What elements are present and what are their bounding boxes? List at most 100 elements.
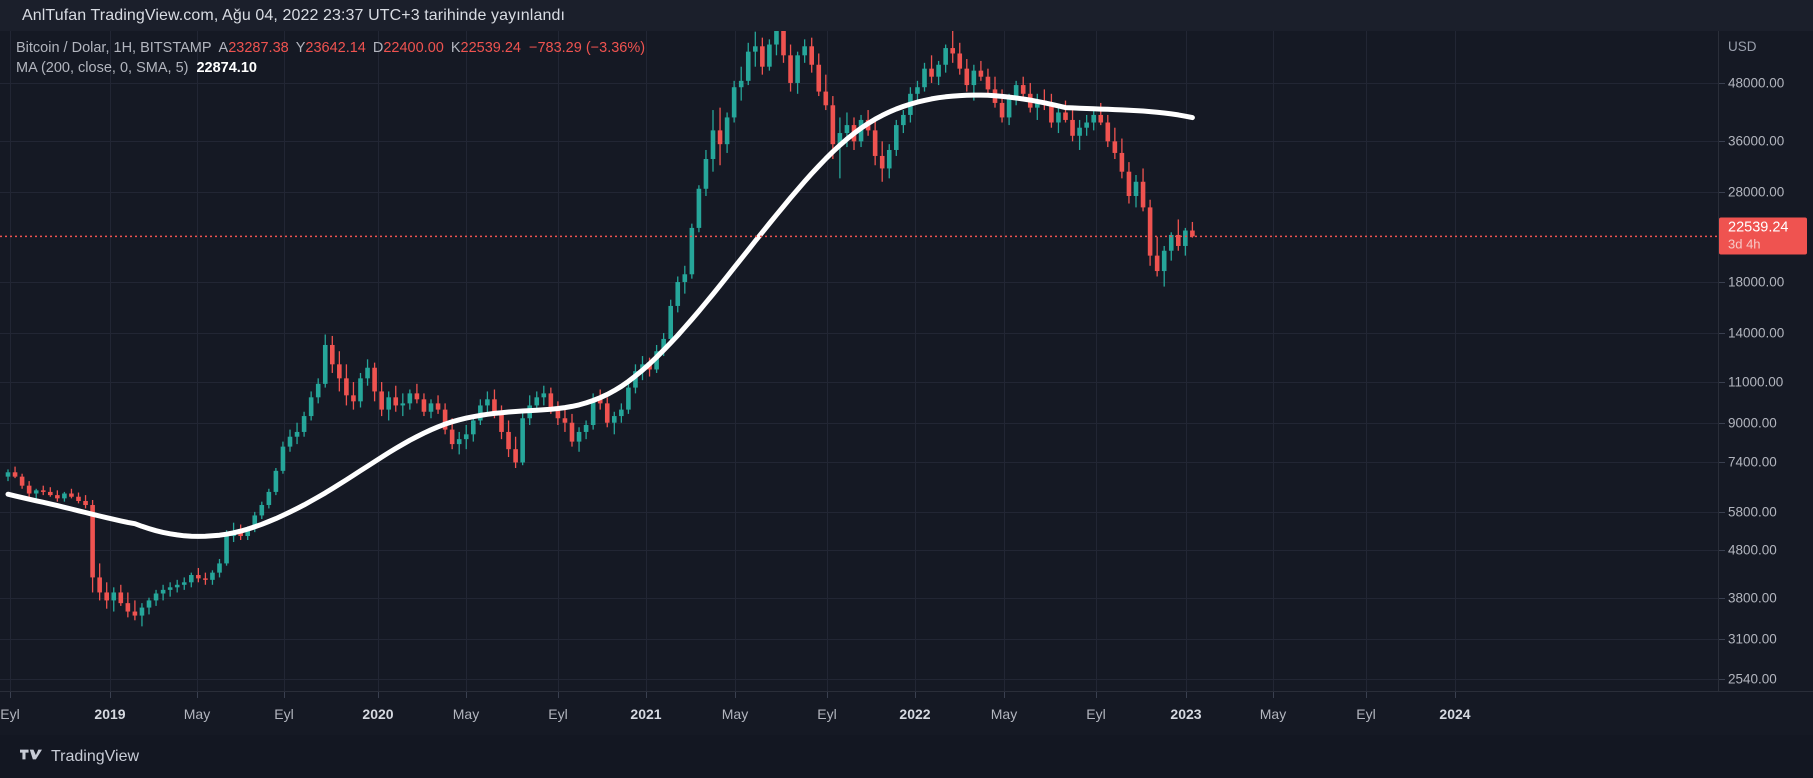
time-tickmark [1096,692,1097,698]
candle-body [449,429,455,445]
candle-body [1006,98,1012,118]
time-tick-label: Eyl [817,706,837,722]
candle-body [1140,181,1146,208]
candle-body [189,575,194,583]
price-tick-label: 3800.00 [1728,590,1777,606]
candle-body [1119,152,1125,172]
price-tick-label: 28000.00 [1728,184,1785,200]
candle-body [1176,234,1181,246]
price-tickmark [1719,83,1725,84]
candle-body [210,572,215,580]
candle-body [344,378,349,396]
candle-body [118,592,124,604]
candle-body [569,422,575,442]
candle-body [5,472,11,477]
candle-body [675,282,681,306]
candle-body [146,600,152,608]
candle-body [224,536,229,564]
candle-body [985,76,991,90]
gridline-horizontal [0,382,1718,383]
time-tickmark [378,692,379,698]
chart-plot-area[interactable] [0,31,1718,691]
candle-body [301,416,307,432]
price-tick-label: 9000.00 [1728,415,1777,431]
chart-frame[interactable]: Bitcoin / Dolar, 1H, BITSTAMP A 23287.38 … [0,31,1813,691]
price-tickmark [1719,282,1725,283]
candle-body [604,403,610,423]
candle-body [978,70,984,77]
candle-body [386,397,391,410]
candle-body [1112,141,1118,153]
price-tickmark [1719,382,1725,383]
candle-body [125,603,131,612]
candle-body [936,64,941,77]
price-tickmark [1719,141,1725,142]
candle-body [583,424,589,432]
candle-body [738,80,744,88]
legend-ma-label: MA (200, close, 0, SMA, 5) [16,60,189,76]
candle-body [1084,122,1089,128]
price-tickmark [1719,639,1725,640]
time-tickmark [646,692,647,698]
candle-body [238,532,243,537]
price-tickmark [1719,192,1725,193]
price-tick-label: 11000.00 [1728,374,1784,390]
candle-body [181,582,187,585]
current-price-tag[interactable]: 22539.24 3d 4h [1719,217,1807,255]
candle-body [245,528,250,537]
candle-body [774,31,779,45]
price-axis[interactable]: USD 48000.00 36000.00 28000.00 18000.00 1400… [1718,31,1813,691]
candle-body [104,592,109,601]
time-tick-label: 2020 [362,706,394,722]
time-tick-label: May [990,706,1018,722]
candle-body [492,399,497,414]
candle-body [55,495,60,499]
candle-body [1098,114,1104,123]
price-tickmark [1719,423,1725,424]
candle-body [844,125,850,134]
gridline-vertical [1096,31,1097,691]
candle-body [62,493,67,499]
candle-body [950,48,955,54]
candle-body [139,607,145,616]
price-tick-label: 14000.00 [1728,325,1785,341]
candle-body [1091,114,1096,123]
candle-body [414,393,420,400]
gridline-horizontal [0,141,1718,142]
price-tick-label: 3100.00 [1728,631,1777,647]
candle-body [767,44,772,67]
gridline-horizontal [0,639,1718,640]
candle-body [830,105,836,145]
candle-body [83,500,88,506]
price-tick-label: 4800.00 [1728,542,1777,558]
candle-body [795,55,800,83]
candle-body [463,434,469,440]
legend-high-value: 23642.14 [305,40,366,56]
gridline-vertical [827,31,828,691]
tradingview-logo[interactable]: TradingView [20,747,139,767]
candle-body [132,611,138,616]
time-tickmark [827,692,828,698]
legend-symbol-row[interactable]: Bitcoin / Dolar, 1H, BITSTAMP A 23287.38 … [16,38,645,58]
candle-body [520,418,525,463]
time-axis[interactable]: Eyl 2019 May Eyl 2020 May Eyl 2021 May Eyl 2022 May… [0,691,1813,736]
price-tickmark [1719,462,1725,463]
candle-body [471,420,476,435]
gridline-horizontal [0,192,1718,193]
candle-body [760,46,765,67]
candle-body [802,46,807,56]
time-tick-label: May [1259,706,1287,722]
candle-body [160,589,166,594]
candle-body [69,493,74,497]
footer-bar: TradingView [0,735,1813,778]
gridline-vertical [10,31,11,691]
candle-body [745,51,751,81]
time-tickmark [1273,692,1274,698]
legend-ma-row[interactable]: MA (200, close, 0, SMA, 5) 22874.10 [16,58,645,78]
candle-body [499,413,504,432]
candle-body [513,449,518,463]
gridline-vertical [1004,31,1005,691]
candle-body [548,393,554,410]
candle-body [203,578,208,580]
candle-body [40,490,46,492]
